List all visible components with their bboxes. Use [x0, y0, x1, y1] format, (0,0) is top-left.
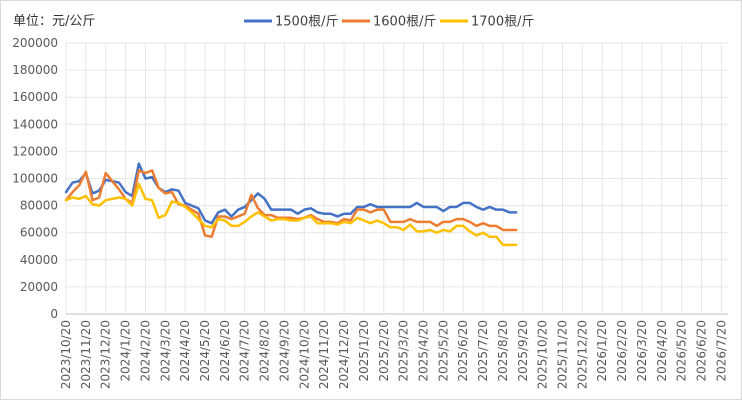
x-tick-label: 2024/9/20	[277, 320, 291, 382]
y-tick-label: 180000	[12, 63, 58, 77]
y-axis: 0 20000 40000 60000 80000 100000 120000 140000 1…	[12, 36, 58, 321]
x-tick-label: 2025/6/20	[456, 320, 470, 382]
unit-label: 单位：元/公斤	[13, 14, 96, 29]
series-lines	[64, 162, 518, 247]
x-tick-label: 2026/6/20	[695, 320, 709, 382]
x-tick-label: 2024/2/20	[138, 320, 152, 382]
x-tick-label: 2024/12/20	[337, 320, 351, 389]
x-tick-label: 2024/3/20	[158, 320, 172, 382]
legend-label-2: 1600根/斤	[373, 15, 436, 30]
x-tick-label: 2026/4/20	[655, 320, 669, 382]
x-tick-label: 2026/1/20	[595, 320, 609, 382]
x-tick-label: 2025/8/20	[496, 320, 510, 382]
x-tick-label: 2025/2/20	[377, 320, 391, 382]
legend-label-3: 1700根/斤	[471, 15, 534, 30]
x-tick-label: 2024/4/20	[178, 320, 192, 382]
x-axis: 2023/10/20 2023/11/20 2023/12/20 2024/1/20 2…	[59, 320, 728, 389]
y-tick-label: 0	[50, 307, 58, 321]
x-tick-label: 2025/1/20	[357, 320, 371, 382]
x-tick-label: 2026/7/20	[714, 320, 728, 382]
x-tick-label: 2023/12/20	[99, 320, 113, 389]
y-tick-label: 200000	[12, 36, 58, 50]
x-tick-label: 2025/9/20	[516, 320, 530, 382]
x-tick-label: 2025/7/20	[476, 320, 490, 382]
x-tick-label: 2024/6/20	[218, 320, 232, 382]
x-tick-label: 2026/2/20	[615, 320, 629, 382]
x-tick-label: 2024/11/20	[317, 320, 331, 389]
x-tick-label: 2023/10/20	[59, 320, 73, 389]
x-tick-label: 2025/5/20	[436, 320, 450, 382]
series-line-1	[64, 162, 518, 225]
x-tick-label: 2024/5/20	[198, 320, 212, 382]
legend: 1500根/斤 1600根/斤 1700根/斤	[244, 15, 534, 30]
grid-lines	[65, 42, 728, 315]
y-tick-label: 120000	[12, 144, 58, 158]
x-tick-label: 2025/12/20	[575, 320, 589, 389]
series-line-3	[64, 182, 518, 247]
x-tick-label: 2024/10/20	[297, 320, 311, 389]
x-tick-label: 2024/7/20	[238, 320, 252, 382]
x-tick-label: 2025/3/20	[397, 320, 411, 382]
y-tick-label: 140000	[12, 117, 58, 131]
x-tick-label: 2025/10/20	[536, 320, 550, 389]
y-tick-label: 20000	[20, 280, 58, 294]
y-tick-label: 40000	[20, 253, 58, 267]
legend-label-1: 1500根/斤	[275, 15, 338, 30]
x-tick-label: 2026/5/20	[675, 320, 689, 382]
y-tick-label: 80000	[20, 199, 58, 213]
x-tick-label: 2025/4/20	[416, 320, 430, 382]
x-tick-label: 2024/1/20	[119, 320, 133, 382]
y-tick-label: 60000	[20, 226, 58, 240]
x-tick-label: 2023/11/20	[79, 320, 93, 389]
x-tick-label: 2026/3/20	[635, 320, 649, 382]
x-tick-label: 2024/8/20	[258, 320, 272, 382]
y-tick-label: 100000	[12, 172, 58, 186]
y-tick-label: 160000	[12, 90, 58, 104]
series-line-2	[64, 169, 518, 239]
x-tick-label: 2025/11/20	[556, 320, 570, 389]
